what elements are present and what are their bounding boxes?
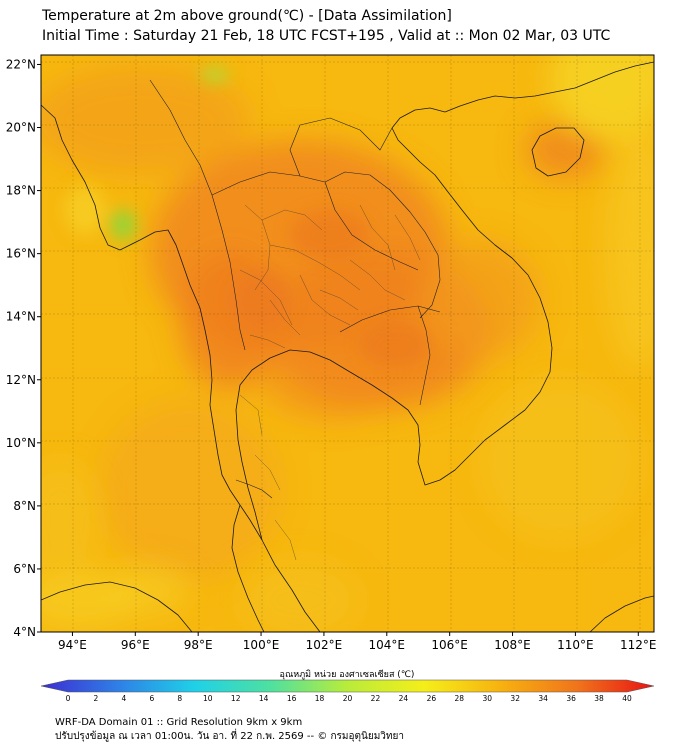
latitude-axis: 22°N 20°N 18°N 16°N 14°N 12°N 10°N 8°N 6°N 4°N xyxy=(6,57,41,639)
lat-tick-label: 4°N xyxy=(13,625,36,639)
field-cool-areas xyxy=(41,55,654,632)
colorbar-ticks: 0 2 4 6 8 10 12 14 16 18 20 22 24 26 28 30 32 34 36 38 40 xyxy=(66,694,632,703)
lat-tick-label: 16°N xyxy=(6,247,36,261)
lon-tick-label: 104°E xyxy=(369,638,406,652)
lon-tick-label: 106°E xyxy=(431,638,468,652)
lat-tick-label: 22°N xyxy=(6,57,36,71)
colorbar-tick-label: 36 xyxy=(566,694,576,703)
lon-tick-label: 100°E xyxy=(243,638,280,652)
colorbar-tick-label: 10 xyxy=(203,694,213,703)
title-line-1: Temperature at 2m above ground(℃) - [Dat… xyxy=(42,8,452,24)
lat-tick-label: 8°N xyxy=(13,499,36,513)
colorbar-tick-label: 30 xyxy=(482,694,492,703)
lon-tick-label: 102°E xyxy=(306,638,343,652)
footer-line-1: WRF-DA Domain 01 :: Grid Resolution 9km … xyxy=(55,717,303,728)
lon-tick-label: 112°E xyxy=(620,638,657,652)
colorbar-tick-label: 20 xyxy=(343,694,353,703)
map-title: Temperature at 2m above ground(℃) - [Dat… xyxy=(42,6,610,46)
lon-tick-label: 98°E xyxy=(184,638,213,652)
lat-tick-label: 14°N xyxy=(6,310,36,324)
colorbar-tick-label: 8 xyxy=(177,694,182,703)
lat-tick-label: 20°N xyxy=(6,121,36,135)
title-line-2: Initial Time : Saturday 21 Feb, 18 UTC F… xyxy=(42,28,611,44)
lon-tick-label: 94°E xyxy=(58,638,87,652)
colorbar-tick-label: 26 xyxy=(427,694,437,703)
colorbar-tick-label: 6 xyxy=(149,694,154,703)
map-frame xyxy=(40,54,655,633)
temperature-field xyxy=(41,55,654,632)
lon-tick-label: 108°E xyxy=(494,638,531,652)
colorbar-tick-label: 34 xyxy=(538,694,548,703)
field-hot-spots xyxy=(230,210,430,367)
coastlines xyxy=(41,61,654,632)
colorbar-tick-label: 22 xyxy=(371,694,381,703)
colorbar-tick-label: 0 xyxy=(66,694,71,703)
colorbar-tick-label: 24 xyxy=(399,694,409,703)
colorbar: อุณหภูมิ หน่วย องศาเซลเซียส (℃) 0 2 4 6 8 10 1… xyxy=(40,669,655,703)
colorbar-tick-label: 4 xyxy=(122,694,127,703)
colorbar-tick-label: 16 xyxy=(287,694,297,703)
country-borders xyxy=(149,79,441,499)
lat-tick-label: 12°N xyxy=(6,373,36,387)
colorbar-title: อุณหภูมิ หน่วย องศาเซลเซียส (℃) xyxy=(280,669,415,680)
colorbar-tick-label: 38 xyxy=(594,694,604,703)
colorbar-tick-label: 18 xyxy=(315,694,325,703)
map-footer: WRF-DA Domain 01 :: Grid Resolution 9km … xyxy=(55,716,404,744)
lat-tick-label: 18°N xyxy=(6,184,36,198)
field-cold-spots xyxy=(65,68,229,240)
colorbar-tick-label: 2 xyxy=(94,694,99,703)
gridlines xyxy=(41,55,654,632)
province-borders xyxy=(239,204,421,561)
colorbar-bar xyxy=(40,679,655,693)
colorbar-tick-label: 14 xyxy=(259,694,269,703)
colorbar-tick-label: 28 xyxy=(455,694,465,703)
lat-tick-label: 6°N xyxy=(13,562,36,576)
footer-line-2: ปรับปรุงข้อมูล ณ เวลา 01:00น. วัน อา. ที… xyxy=(55,731,404,742)
lon-tick-label: 96°E xyxy=(121,638,150,652)
colorbar-tick-label: 40 xyxy=(622,694,632,703)
lat-tick-label: 10°N xyxy=(6,436,36,450)
lon-tick-label: 110°E xyxy=(557,638,594,652)
colorbar-tick-label: 32 xyxy=(510,694,520,703)
colorbar-tick-label: 12 xyxy=(231,694,241,703)
longitude-axis: 94°E 96°E 98°E 100°E 102°E 104°E 106°E 108°E 110… xyxy=(58,632,657,652)
